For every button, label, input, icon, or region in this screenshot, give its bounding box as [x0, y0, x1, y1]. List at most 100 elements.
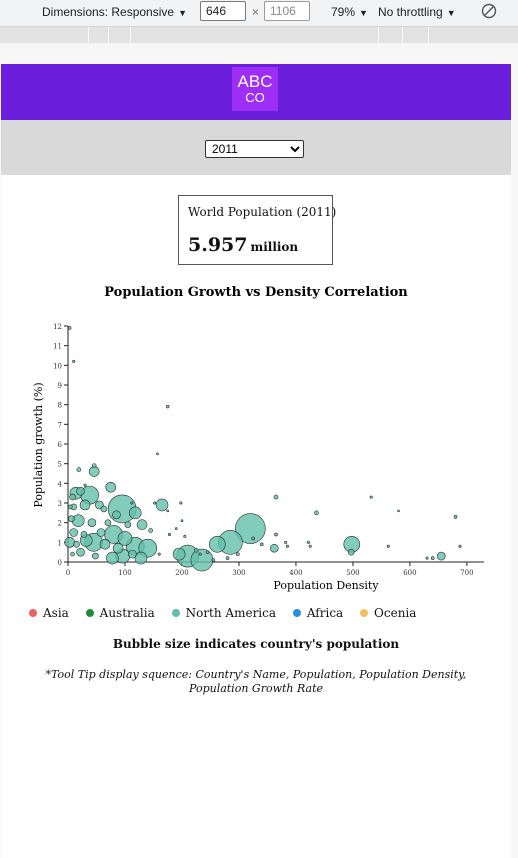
world-population-unit: million — [250, 240, 299, 254]
bubble[interactable] — [157, 552, 161, 556]
bubble[interactable] — [130, 501, 134, 505]
times-separator: × — [252, 5, 260, 19]
bubble[interactable] — [76, 486, 85, 496]
bubble[interactable] — [236, 552, 240, 556]
bubble[interactable] — [314, 510, 319, 516]
dimensions-dropdown[interactable]: Dimensions: Responsive ▼ — [42, 5, 187, 19]
bubble[interactable] — [308, 544, 312, 548]
bubble[interactable] — [80, 531, 88, 538]
bubble[interactable] — [76, 467, 82, 472]
bubble[interactable] — [69, 493, 76, 501]
bubble[interactable] — [92, 552, 99, 560]
bubble[interactable] — [112, 542, 124, 554]
bubble[interactable] — [285, 544, 289, 548]
bubble[interactable] — [68, 515, 75, 523]
width-input[interactable]: 646 — [200, 1, 246, 21]
bubble[interactable] — [190, 548, 214, 572]
dimensions-label: Dimensions: Responsive — [42, 5, 175, 19]
bubble[interactable] — [79, 499, 91, 511]
bubble[interactable] — [76, 547, 85, 557]
bubble[interactable] — [104, 519, 112, 526]
bubble[interactable] — [183, 534, 187, 538]
bubble[interactable] — [397, 509, 400, 513]
bubble[interactable] — [251, 536, 256, 541]
bubble[interactable] — [430, 556, 435, 560]
bubble[interactable] — [166, 509, 170, 513]
x-axis-label: Population Density — [273, 579, 379, 592]
bubble[interactable] — [134, 551, 148, 565]
bubble[interactable] — [69, 528, 78, 537]
bubble[interactable] — [156, 452, 159, 456]
bubble[interactable] — [193, 547, 199, 553]
bubble[interactable] — [347, 548, 355, 556]
bubble[interactable] — [88, 466, 100, 477]
bubble[interactable] — [269, 543, 279, 553]
ruler-segment — [108, 27, 109, 43]
throttling-caret-icon: ▼ — [446, 8, 456, 18]
bubble[interactable] — [128, 506, 142, 520]
bubble[interactable] — [167, 532, 171, 536]
bubble[interactable] — [112, 510, 121, 520]
legend-item-asia[interactable]: Asia — [29, 606, 69, 620]
bubble[interactable] — [136, 519, 148, 530]
throttling-dropdown[interactable]: No throttling ▼ — [378, 5, 456, 19]
bubble[interactable] — [70, 551, 75, 557]
y-tick-label: 1 — [58, 539, 62, 547]
bubble[interactable] — [153, 501, 157, 505]
bubble[interactable] — [100, 505, 108, 513]
bubble[interactable] — [68, 326, 72, 330]
legend-item-australia[interactable]: Australia — [85, 606, 155, 620]
ruler-segment — [428, 27, 429, 43]
bubble[interactable] — [91, 463, 97, 468]
bubble[interactable] — [425, 556, 429, 560]
bubble[interactable] — [369, 495, 373, 499]
bubble[interactable] — [453, 514, 458, 519]
bubble[interactable] — [436, 551, 446, 561]
bubble[interactable] — [180, 519, 184, 522]
media-query-ruler — [0, 26, 518, 43]
bubble[interactable] — [124, 521, 132, 528]
bubble[interactable] — [73, 540, 80, 548]
bubble[interactable] — [67, 504, 73, 510]
bubble[interactable] — [99, 538, 111, 550]
bubble[interactable] — [96, 528, 106, 537]
bubble[interactable] — [64, 537, 76, 548]
bubble[interactable] — [386, 544, 390, 548]
bubble[interactable] — [155, 498, 169, 512]
bubble[interactable] — [83, 483, 87, 487]
bubble[interactable] — [209, 535, 226, 553]
bubble[interactable] — [284, 540, 288, 544]
y-tick-label: 6 — [58, 441, 63, 449]
bubble[interactable] — [105, 481, 117, 493]
bubble[interactable] — [179, 501, 183, 505]
bubble[interactable] — [172, 547, 186, 561]
bubble[interactable] — [198, 552, 202, 556]
bubble[interactable] — [259, 542, 264, 547]
bubble[interactable] — [273, 494, 279, 500]
legend-item-north-america[interactable]: North America — [171, 606, 276, 620]
zoom-dropdown[interactable]: 79% ▼ — [331, 5, 368, 19]
bubble[interactable] — [274, 532, 278, 537]
bubble[interactable] — [148, 528, 153, 533]
bubble[interactable] — [458, 544, 462, 548]
bubble[interactable] — [117, 531, 133, 546]
bubble[interactable] — [235, 513, 266, 544]
bubble[interactable] — [166, 404, 170, 409]
bubble[interactable] — [87, 518, 97, 527]
legend-item-ocenia[interactable]: Ocenia — [360, 606, 416, 620]
bubble[interactable] — [211, 558, 216, 562]
legend-item-africa[interactable]: Africa — [292, 606, 343, 620]
bubble[interactable] — [174, 527, 178, 530]
bubble[interactable] — [72, 359, 76, 363]
bubble[interactable] — [306, 540, 310, 544]
company-logo[interactable]: ABC CO — [232, 67, 278, 111]
bubble[interactable] — [106, 551, 119, 565]
bubble[interactable] — [205, 550, 210, 554]
bubble[interactable] — [128, 549, 137, 559]
height-input[interactable]: 1106 — [264, 1, 310, 21]
year-select[interactable]: 2011 — [205, 140, 304, 158]
bubble-size-note: Bubble size indicates country's populati… — [112, 637, 400, 651]
bubble[interactable] — [225, 556, 230, 560]
rotate-icon[interactable] — [480, 2, 498, 20]
